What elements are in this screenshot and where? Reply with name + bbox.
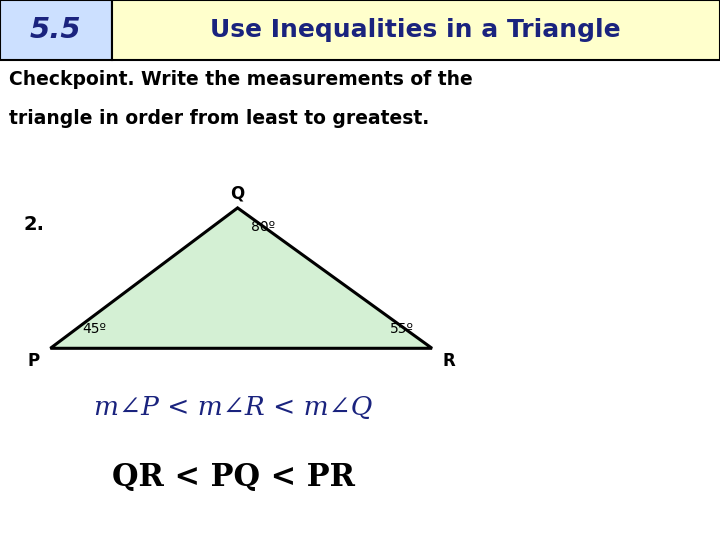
Text: 5.5: 5.5	[30, 16, 81, 44]
Bar	[112, 0, 720, 60]
Text: QR < PQ < PR: QR < PQ < PR	[112, 462, 355, 494]
Text: 80º: 80º	[251, 220, 275, 234]
Text: triangle in order from least to greatest.: triangle in order from least to greatest…	[9, 109, 429, 128]
Text: Use Inequalities in a Triangle: Use Inequalities in a Triangle	[210, 18, 621, 42]
Text: m∠P < m∠R < m∠Q: m∠P < m∠R < m∠Q	[94, 395, 372, 420]
Text: R: R	[443, 352, 456, 370]
Text: P: P	[27, 352, 40, 370]
Text: Checkpoint. Write the measurements of the: Checkpoint. Write the measurements of th…	[9, 70, 472, 89]
Text: 55º: 55º	[390, 322, 414, 336]
Polygon shape	[50, 208, 432, 348]
Text: 2.: 2.	[23, 214, 44, 234]
Bar	[0, 0, 112, 60]
Text: Q: Q	[230, 185, 245, 202]
Text: 45º: 45º	[83, 322, 107, 336]
